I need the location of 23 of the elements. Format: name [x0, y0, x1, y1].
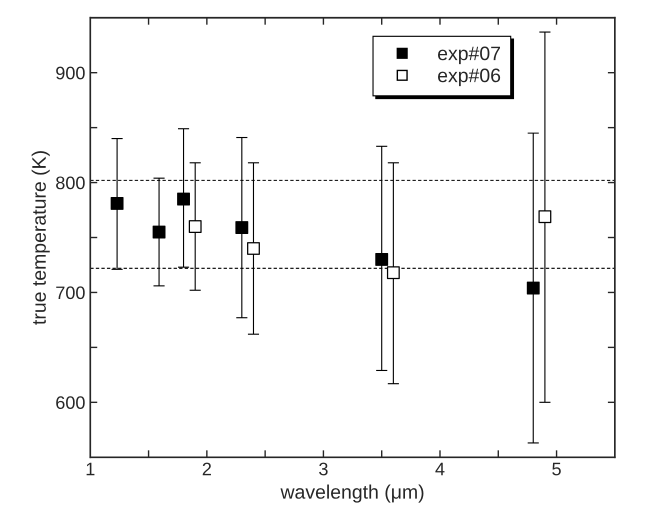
- legend-label: exp#06: [438, 68, 500, 86]
- y-tick-label: 900: [56, 66, 85, 80]
- x-tick-label: 1: [86, 462, 94, 476]
- point: [538, 210, 552, 224]
- y-tick-label: 600: [56, 396, 85, 410]
- point: [375, 253, 388, 266]
- x-tick-label: 5: [552, 462, 561, 476]
- y-axis-title: true temperature (K): [32, 151, 50, 325]
- point: [247, 242, 260, 255]
- point: [386, 266, 400, 280]
- y-tick-label: 800: [56, 176, 85, 190]
- point: [188, 220, 202, 233]
- legend-label: exp#07: [438, 46, 500, 64]
- point: [235, 221, 248, 234]
- x-axis-title: wavelength (μm): [280, 484, 424, 503]
- point: [110, 197, 124, 210]
- point: [152, 226, 166, 238]
- x-tick-label: 3: [319, 462, 328, 476]
- x-tick-label: 4: [435, 462, 444, 476]
- point: [177, 192, 190, 206]
- x-tick-label: 2: [202, 462, 211, 476]
- y-tick-label: 700: [56, 286, 85, 300]
- point: [526, 282, 540, 294]
